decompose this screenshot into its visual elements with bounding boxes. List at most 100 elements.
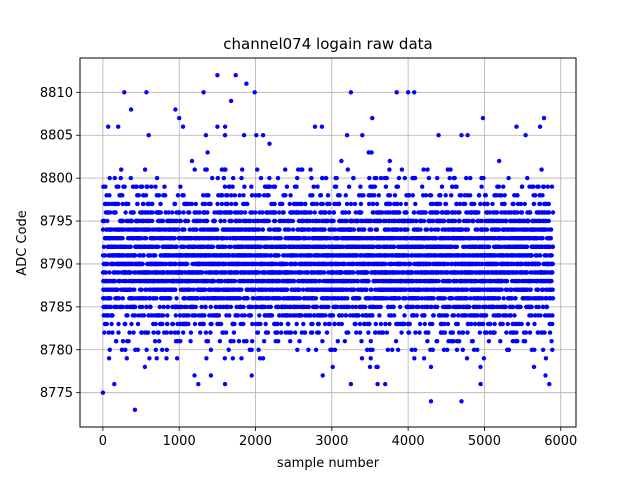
- data-point: [368, 356, 373, 361]
- data-point: [161, 270, 167, 275]
- data-point: [132, 253, 138, 258]
- data-point: [406, 330, 412, 335]
- data-point: [409, 347, 414, 352]
- data-point: [217, 339, 223, 344]
- data-point: [157, 304, 162, 310]
- data-point: [124, 356, 129, 361]
- data-point: [122, 184, 127, 189]
- data-point: [139, 287, 144, 292]
- data-point: [104, 321, 110, 327]
- data-point: [431, 296, 436, 301]
- data-point: [387, 158, 392, 164]
- data-point: [306, 304, 311, 310]
- data-point: [106, 330, 112, 335]
- data-point: [318, 193, 324, 198]
- data-point: [424, 227, 430, 232]
- data-point: [355, 278, 361, 284]
- data-point: [407, 321, 412, 327]
- data-point: [291, 278, 297, 284]
- data-point: [237, 193, 242, 198]
- data-point: [364, 347, 370, 352]
- data-point: [395, 347, 401, 352]
- data-point: [227, 313, 232, 318]
- data-point: [223, 330, 229, 335]
- data-point: [202, 201, 208, 207]
- data-point: [260, 356, 266, 361]
- data-point: [303, 201, 308, 207]
- data-point: [357, 321, 363, 327]
- data-point: [346, 330, 351, 335]
- data-point: [422, 313, 427, 318]
- data-point: [229, 201, 234, 207]
- data-point: [408, 261, 413, 267]
- data-point: [208, 347, 214, 352]
- data-point: [466, 218, 472, 224]
- data-point: [162, 184, 167, 189]
- data-point: [464, 287, 470, 292]
- data-point: [467, 193, 473, 198]
- data-point: [393, 339, 399, 344]
- data-point: [178, 184, 183, 189]
- data-point: [103, 184, 108, 189]
- data-point: [231, 330, 237, 335]
- data-point: [141, 253, 146, 258]
- data-point: [157, 339, 162, 344]
- data-point: [477, 330, 482, 335]
- data-point: [269, 253, 274, 258]
- data-point: [477, 304, 482, 310]
- data-point: [195, 296, 201, 301]
- data-point: [186, 321, 191, 327]
- data-point: [255, 330, 261, 335]
- data-point: [284, 287, 290, 292]
- data-point: [239, 175, 244, 181]
- data-point: [313, 347, 319, 352]
- data-point: [194, 227, 199, 232]
- data-point: [156, 244, 161, 249]
- data-point: [172, 201, 178, 207]
- data-point: [168, 330, 174, 335]
- data-point: [267, 141, 272, 146]
- data-point: [107, 270, 112, 275]
- data-point: [206, 193, 211, 198]
- data-point: [366, 330, 371, 335]
- data-point: [283, 167, 288, 172]
- data-point: [346, 304, 352, 310]
- data-point: [120, 339, 126, 344]
- data-point: [277, 227, 282, 232]
- data-point: [244, 339, 249, 344]
- data-point: [175, 330, 181, 335]
- data-point: [269, 313, 275, 318]
- data-point: [216, 313, 222, 318]
- data-point: [251, 296, 256, 301]
- data-point: [357, 330, 363, 335]
- data-point: [181, 210, 186, 215]
- data-point: [198, 330, 203, 335]
- data-point: [139, 184, 145, 189]
- data-point: [354, 253, 360, 258]
- data-point: [105, 218, 110, 224]
- data-point: [103, 270, 109, 275]
- data-point: [140, 261, 145, 267]
- data-point: [327, 321, 332, 327]
- data-point: [154, 296, 159, 301]
- data-point: [446, 210, 451, 215]
- data-point: [294, 253, 300, 258]
- data-point: [253, 210, 258, 215]
- data-point: [192, 167, 197, 172]
- data-point: [352, 201, 358, 207]
- data-point: [164, 347, 169, 352]
- data-point: [120, 201, 125, 207]
- data-point: [141, 313, 147, 318]
- data-point: [120, 236, 125, 241]
- data-point: [170, 210, 175, 215]
- data-point: [437, 201, 443, 207]
- data-point: [208, 304, 213, 310]
- data-point: [192, 321, 198, 327]
- data-point: [469, 321, 474, 327]
- data-point: [276, 253, 281, 258]
- data-point: [138, 236, 144, 241]
- data-point: [427, 261, 432, 267]
- data-point: [416, 304, 421, 310]
- data-point: [127, 330, 132, 335]
- data-point: [465, 330, 470, 335]
